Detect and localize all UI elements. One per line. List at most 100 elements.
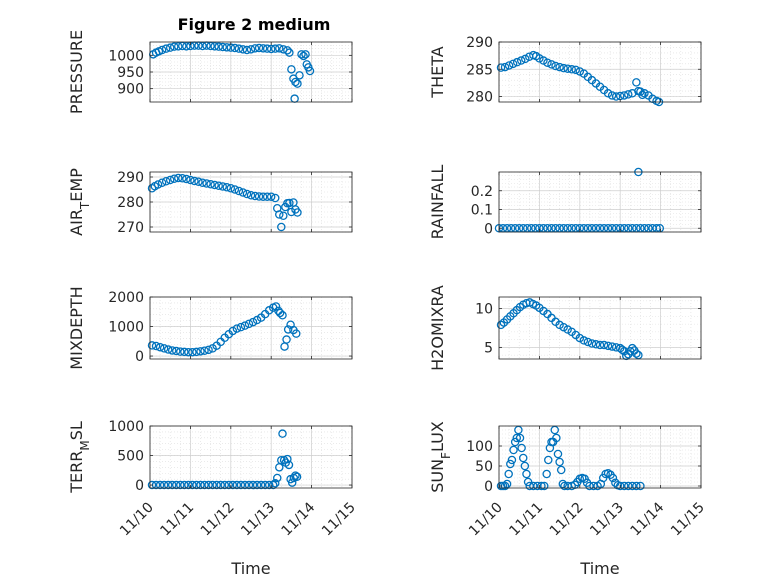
data-point [638,90,647,100]
data-point [147,341,157,350]
data-point [297,50,306,59]
data-point [208,480,217,490]
y-tick-label: 100 [466,439,493,455]
data-point [161,44,171,53]
data-point [539,56,548,65]
data-point [283,454,292,464]
data-point [184,347,193,357]
data-point [230,43,240,53]
data-point [518,453,528,463]
data-point [194,177,203,186]
data-point [567,65,576,74]
data-point [555,457,564,467]
data-point [624,90,633,99]
data-point [507,455,517,465]
data-point [535,54,544,63]
data-point [182,42,191,51]
data-point [509,445,518,455]
data-point [287,65,296,74]
y-tick-label: 1000 [108,320,144,336]
data-point [547,60,556,69]
data-point [504,469,513,479]
data-point [555,62,564,72]
data-point [202,179,211,188]
data-point [305,66,315,76]
y-tick-label: 1000 [108,48,144,64]
subplot-5: 0 1000 2000 MIXDEPTH [67,286,353,370]
data-point [238,188,248,197]
data-point [186,175,195,185]
data-point [632,349,641,358]
data-point [559,63,568,73]
data-point [552,433,561,443]
data-point [178,173,187,183]
x-axis-label: Time [579,559,619,578]
data-point [169,42,179,51]
y-tick-label: 5 [484,340,493,356]
data-point [184,480,193,490]
subplot-6: 5 10 H2OMIXRA [428,285,702,371]
data-point [292,472,302,482]
data-point [496,63,506,72]
data-point [188,347,197,357]
data-point [295,71,304,80]
data-point [608,473,618,483]
y-axis-label: AIRTEMP [67,168,92,236]
data-point [607,342,617,351]
data-point [222,182,232,192]
data-point [285,48,294,57]
y-tick-label: 0.1 [471,203,493,219]
data-point [271,302,281,311]
data-point [220,480,229,490]
data-point [583,337,593,347]
data-point [174,173,183,183]
figure-title: Figure 2 medium [178,15,331,34]
data-point [210,42,219,51]
data-point [599,340,609,350]
data-point [242,45,252,55]
data-point [248,480,258,490]
y-tick-label: 280 [466,90,493,106]
data-point [224,480,234,490]
data-point [277,455,286,465]
data-point [591,340,601,349]
data-point [212,480,221,490]
data-point [543,58,552,67]
data-point [508,59,518,69]
data-point [262,44,272,53]
data-point [256,480,266,490]
data-point [222,43,232,52]
data-point [196,347,205,356]
data-point [270,44,280,53]
y-tick-label: 270 [117,220,144,236]
data-point [273,473,282,483]
y-axis-label: MIXDEPTH [67,286,86,369]
data-point [258,44,268,53]
data-point [575,67,585,76]
data-point [515,433,525,443]
data-point [285,198,294,208]
data-point [628,481,637,491]
data-point [278,311,287,320]
data-point [275,308,285,318]
y-tick-label: 0.2 [471,184,493,200]
data-point [264,480,274,490]
data-point [252,480,262,490]
data-point [200,480,209,490]
data-point [636,481,645,491]
subplot-2: 280 285 290 THETA [428,35,702,107]
data-point [277,222,286,232]
y-axis-label: PRESSURE [67,30,86,114]
data-point [291,77,300,87]
data-point [275,44,284,53]
data-point [260,480,270,490]
data-point [619,91,629,100]
data-point [640,89,649,98]
data-point [182,174,191,184]
data-point [284,460,294,470]
y-tick-label: 10 [475,302,493,318]
data-point [624,481,633,491]
data-point [520,461,530,471]
data-point [250,191,260,201]
